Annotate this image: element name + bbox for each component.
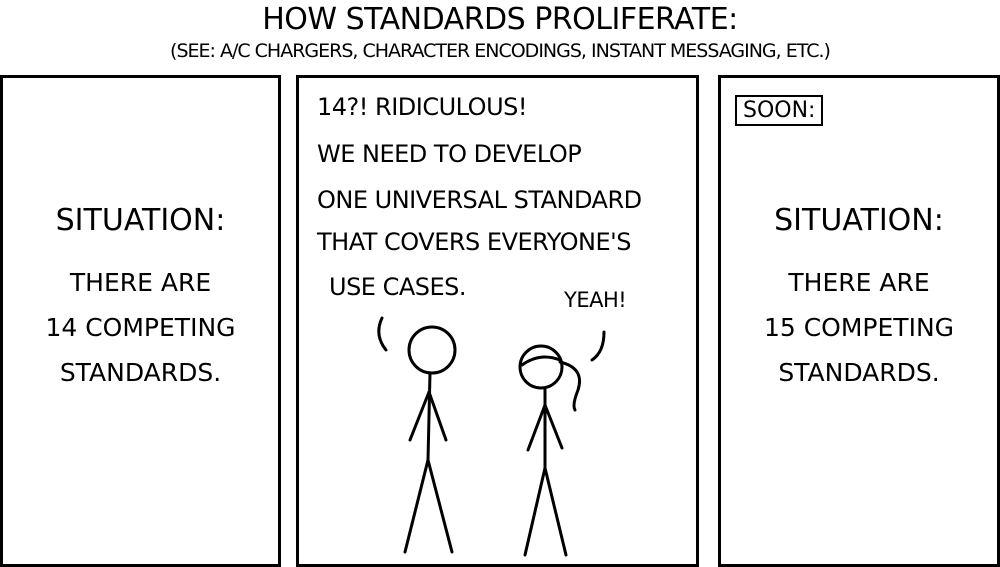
- panel-3-line-1: THERE ARE: [788, 268, 930, 297]
- panel-1-heading: SITUATION:: [55, 203, 226, 238]
- panel-1-line-1: THERE ARE: [69, 268, 212, 297]
- speech-line-3: ONE UNIVERSAL STANDARD: [317, 186, 642, 214]
- speech-woman: YEAH!: [564, 288, 627, 312]
- speech-line-5: USE CASES.: [329, 273, 467, 301]
- panel-2: 14?! RIDICULOUS! WE NEED TO DEVELOP ONE …: [296, 75, 699, 567]
- panel-3: SOON: SITUATION: THERE ARE 15 COMPETING …: [718, 75, 1000, 567]
- panel-3-heading: SITUATION:: [774, 203, 944, 238]
- panel-3-line-3: STANDARDS.: [778, 358, 940, 387]
- soon-caption: SOON:: [735, 95, 824, 126]
- speech-line-2: WE NEED TO DEVELOP: [317, 140, 582, 168]
- panel-1-line-3: STANDARDS.: [59, 358, 222, 387]
- speech-line-4: THAT COVERS EVERYONE'S: [317, 228, 631, 256]
- speech-line-1: 14?! RIDICULOUS!: [317, 93, 528, 121]
- panel-3-line-2: 15 COMPETING: [763, 313, 955, 342]
- panel-1: SITUATION: THERE ARE 14 COMPETING STANDA…: [0, 75, 281, 567]
- comic-subtitle: (SEE: A/C CHARGERS, CHARACTER ENCODINGS,…: [170, 40, 831, 62]
- panel-1-line-2: 14 COMPETING: [45, 313, 236, 342]
- comic-title: HOW STANDARDS PROLIFERATE:: [262, 2, 738, 37]
